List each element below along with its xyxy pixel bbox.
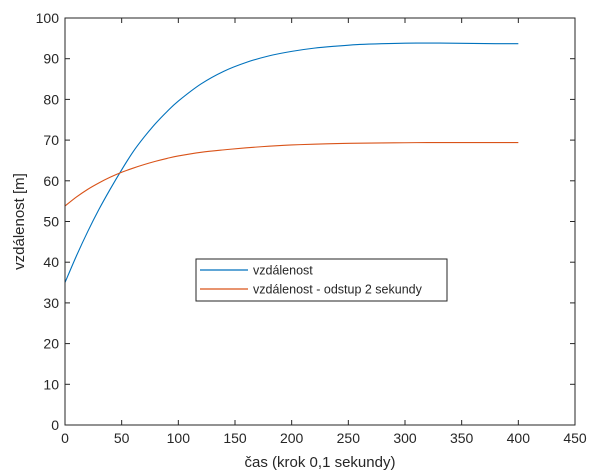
legend-box — [195, 258, 448, 302]
series-layer — [64, 42, 519, 283]
x-tick-label: 50 — [114, 430, 130, 446]
ticks-layer: 0 50 100 150 200 250 300 350 400 450 0 10 20 30 40 50 60… — [36, 10, 587, 446]
legend-label-vzdalenost: vzdálenost — [253, 264, 313, 278]
plot-area — [65, 18, 575, 425]
x-axis-label: čas (krok 0,1 sekundy) — [245, 454, 396, 471]
y-tick-label: 70 — [43, 132, 59, 148]
x-tick-label: 350 — [450, 430, 474, 446]
x-tick-label: 150 — [223, 430, 247, 446]
series-line-odstup — [64, 141, 519, 207]
y-tick-label: 30 — [43, 295, 59, 311]
x-tick-label: 0 — [61, 430, 69, 446]
y-tick-label: 10 — [43, 376, 59, 392]
y-tick-label: 90 — [43, 51, 59, 67]
y-tick-label: 60 — [43, 173, 59, 189]
x-tick-label: 300 — [393, 430, 417, 446]
x-tick-label: 450 — [563, 430, 587, 446]
legend: vzdálenost vzdálenost - odstup 2 sekundy — [195, 258, 448, 302]
y-axis-label: vzdálenost [m] — [11, 173, 28, 270]
x-tick-label: 200 — [280, 430, 304, 446]
y-tick-label: 80 — [43, 91, 59, 107]
y-tick-label: 100 — [36, 10, 60, 26]
y-tick-label: 40 — [43, 254, 59, 270]
x-tick-label: 250 — [337, 430, 361, 446]
legend-label-odstup: vzdálenost - odstup 2 sekundy — [253, 283, 423, 297]
y-tick-label: 50 — [43, 214, 59, 230]
x-tick-label: 400 — [507, 430, 531, 446]
y-tick-label: 0 — [51, 417, 59, 433]
x-tick-label: 100 — [167, 430, 191, 446]
series-line-vzdalenost — [64, 42, 519, 283]
y-tick-label: 20 — [43, 336, 59, 352]
